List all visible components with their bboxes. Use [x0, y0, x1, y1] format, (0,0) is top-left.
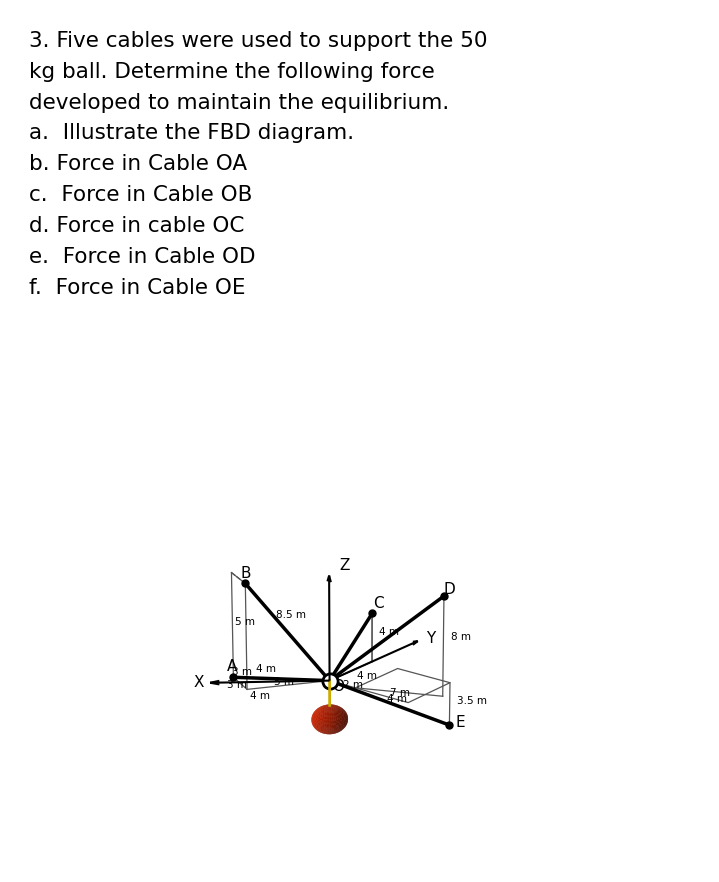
- Text: a.  Illustrate the FBD diagram.: a. Illustrate the FBD diagram.: [29, 123, 354, 144]
- Text: d. Force in cable OC: d. Force in cable OC: [29, 216, 244, 236]
- Text: b. Force in Cable OA: b. Force in Cable OA: [29, 154, 247, 175]
- Text: e.  Force in Cable OD: e. Force in Cable OD: [29, 247, 255, 267]
- Text: f.  Force in Cable OE: f. Force in Cable OE: [29, 278, 245, 298]
- Text: 3. Five cables were used to support the 50: 3. Five cables were used to support the …: [29, 31, 487, 51]
- Text: developed to maintain the equilibrium.: developed to maintain the equilibrium.: [29, 93, 449, 113]
- Text: kg ball. Determine the following force: kg ball. Determine the following force: [29, 62, 434, 82]
- Text: c.  Force in Cable OB: c. Force in Cable OB: [29, 185, 252, 206]
